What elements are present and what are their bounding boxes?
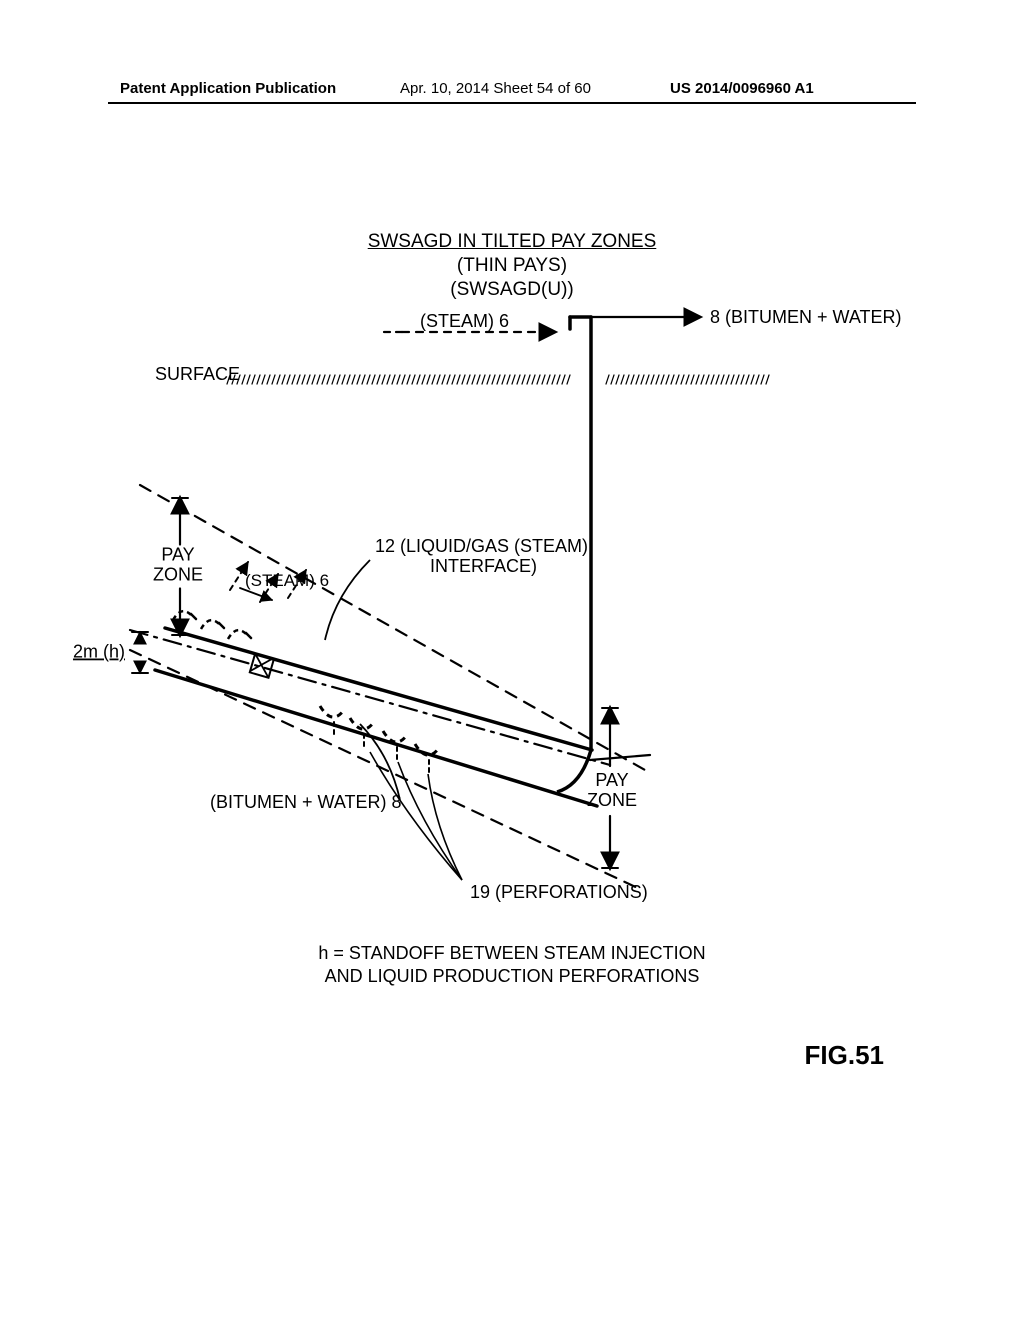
header-divider [108, 102, 916, 104]
footnote-line-1: h = STANDOFF BETWEEN STEAM INJECTION [318, 943, 705, 963]
svg-text:INTERFACE): INTERFACE) [430, 556, 537, 576]
svg-text:8 (BITUMEN + WATER): 8 (BITUMEN + WATER) [710, 307, 902, 327]
svg-text:19 (PERFORATIONS): 19 (PERFORATIONS) [470, 882, 648, 902]
svg-text:PAY: PAY [595, 770, 628, 790]
svg-text:PAY: PAY [161, 545, 194, 565]
svg-text:(STEAM) 6: (STEAM) 6 [245, 571, 329, 590]
svg-text:(STEAM) 6: (STEAM) 6 [420, 311, 509, 331]
page-header: Patent Application Publication Apr. 10, … [0, 80, 1024, 104]
footnote-line-2: AND LIQUID PRODUCTION PERFORATIONS [325, 966, 700, 986]
diagram: SURFACE8 (BITUMEN + WATER)(STEAM) 6PAYZO… [0, 160, 1024, 1060]
header-left: Patent Application Publication [120, 80, 336, 97]
svg-text:ZONE: ZONE [153, 565, 203, 585]
figure-number: FIG.51 [805, 1040, 884, 1071]
svg-text:(BITUMEN + WATER) 8: (BITUMEN + WATER) 8 [210, 792, 402, 812]
header-right: US 2014/0096960 A1 [670, 80, 814, 97]
svg-text:2m (h): 2m (h) [73, 642, 125, 662]
footnote: h = STANDOFF BETWEEN STEAM INJECTION AND… [0, 942, 1024, 989]
svg-text:12 (LIQUID/GAS (STEAM): 12 (LIQUID/GAS (STEAM) [375, 536, 588, 556]
svg-text:SURFACE: SURFACE [155, 364, 240, 384]
svg-text:ZONE: ZONE [587, 790, 637, 810]
header-center: Apr. 10, 2014 Sheet 54 of 60 [400, 80, 591, 97]
